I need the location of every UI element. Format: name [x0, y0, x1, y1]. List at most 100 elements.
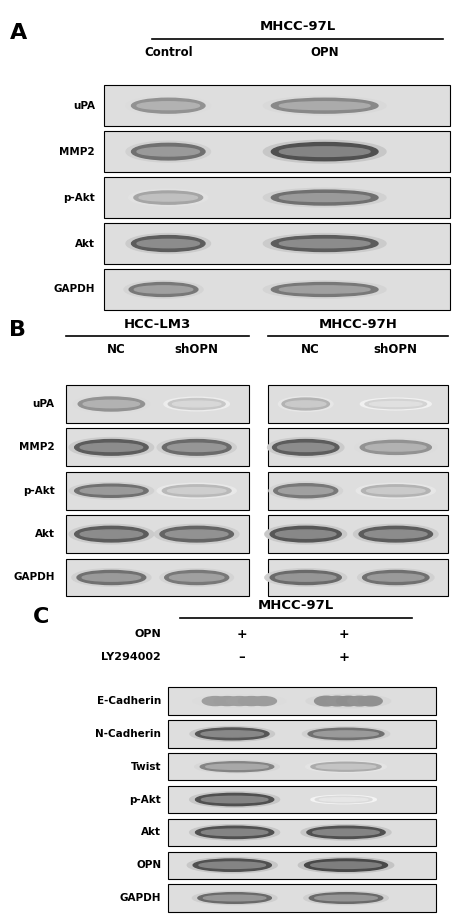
- Ellipse shape: [298, 857, 394, 873]
- Ellipse shape: [69, 437, 154, 457]
- Ellipse shape: [160, 527, 233, 542]
- Ellipse shape: [356, 483, 435, 498]
- Ellipse shape: [269, 482, 343, 500]
- Text: MHCC-97L: MHCC-97L: [258, 599, 334, 612]
- Text: uPA: uPA: [33, 399, 55, 409]
- Ellipse shape: [72, 569, 151, 586]
- Ellipse shape: [315, 796, 372, 803]
- Text: HCC-LM3: HCC-LM3: [124, 318, 191, 331]
- Ellipse shape: [264, 281, 386, 298]
- Ellipse shape: [365, 444, 426, 451]
- Ellipse shape: [326, 697, 349, 706]
- Ellipse shape: [304, 891, 388, 904]
- Ellipse shape: [157, 437, 236, 457]
- Ellipse shape: [271, 235, 378, 252]
- Ellipse shape: [279, 286, 370, 293]
- Ellipse shape: [203, 895, 266, 901]
- Ellipse shape: [265, 569, 346, 586]
- Ellipse shape: [264, 233, 386, 254]
- Ellipse shape: [315, 895, 377, 901]
- Ellipse shape: [83, 401, 140, 408]
- Ellipse shape: [167, 488, 226, 494]
- Ellipse shape: [360, 440, 431, 454]
- Ellipse shape: [162, 439, 231, 455]
- Ellipse shape: [126, 142, 210, 162]
- Ellipse shape: [278, 443, 334, 451]
- Text: p-Akt: p-Akt: [23, 486, 55, 495]
- Ellipse shape: [267, 437, 344, 457]
- Bar: [104, 223, 450, 264]
- Ellipse shape: [195, 793, 274, 806]
- Ellipse shape: [77, 571, 146, 584]
- Ellipse shape: [129, 282, 198, 297]
- Ellipse shape: [279, 239, 370, 248]
- Ellipse shape: [354, 525, 438, 544]
- Text: Akt: Akt: [35, 529, 55, 539]
- Ellipse shape: [167, 443, 226, 451]
- Ellipse shape: [370, 402, 422, 406]
- Ellipse shape: [200, 762, 274, 772]
- Ellipse shape: [69, 482, 154, 499]
- Ellipse shape: [190, 727, 274, 742]
- Ellipse shape: [214, 697, 240, 706]
- Ellipse shape: [271, 190, 378, 205]
- Ellipse shape: [139, 194, 198, 201]
- Bar: [268, 516, 448, 553]
- Ellipse shape: [126, 233, 210, 254]
- Text: p-Akt: p-Akt: [129, 795, 161, 804]
- Ellipse shape: [273, 439, 339, 455]
- Ellipse shape: [275, 530, 336, 539]
- Ellipse shape: [137, 102, 200, 109]
- Ellipse shape: [264, 141, 386, 163]
- Bar: [168, 819, 436, 846]
- Ellipse shape: [357, 569, 434, 586]
- Text: NC: NC: [301, 343, 320, 356]
- Ellipse shape: [271, 98, 378, 113]
- Ellipse shape: [316, 765, 376, 769]
- Ellipse shape: [265, 525, 346, 544]
- Ellipse shape: [275, 573, 336, 581]
- Text: B: B: [9, 320, 27, 340]
- Ellipse shape: [173, 401, 221, 407]
- Ellipse shape: [227, 697, 252, 706]
- Text: +: +: [237, 628, 247, 641]
- Bar: [66, 385, 249, 423]
- Ellipse shape: [162, 485, 231, 496]
- Ellipse shape: [201, 796, 268, 803]
- Ellipse shape: [82, 573, 141, 581]
- Ellipse shape: [279, 397, 333, 412]
- Ellipse shape: [361, 485, 430, 496]
- Text: A: A: [9, 23, 27, 43]
- Ellipse shape: [366, 488, 425, 494]
- Ellipse shape: [201, 829, 268, 835]
- Ellipse shape: [192, 891, 277, 904]
- Ellipse shape: [308, 728, 384, 740]
- Ellipse shape: [238, 697, 264, 706]
- Ellipse shape: [164, 397, 229, 411]
- Bar: [168, 720, 436, 747]
- Text: LY294002: LY294002: [101, 652, 161, 662]
- Ellipse shape: [271, 142, 378, 161]
- Ellipse shape: [306, 761, 386, 772]
- Ellipse shape: [285, 401, 326, 407]
- Text: GAPDH: GAPDH: [13, 573, 55, 583]
- Ellipse shape: [315, 697, 338, 706]
- Ellipse shape: [198, 892, 271, 903]
- Ellipse shape: [368, 573, 424, 581]
- Ellipse shape: [355, 438, 437, 456]
- Bar: [268, 471, 448, 510]
- Ellipse shape: [279, 194, 370, 201]
- Text: GAPDH: GAPDH: [53, 285, 95, 294]
- Ellipse shape: [78, 397, 145, 411]
- Text: +: +: [338, 628, 349, 641]
- Ellipse shape: [131, 235, 205, 252]
- Text: C: C: [33, 607, 50, 627]
- Bar: [66, 516, 249, 553]
- Ellipse shape: [306, 695, 391, 708]
- Ellipse shape: [190, 824, 280, 840]
- Bar: [168, 852, 436, 879]
- Ellipse shape: [365, 400, 427, 409]
- Ellipse shape: [319, 798, 368, 801]
- Text: MMP2: MMP2: [59, 147, 95, 156]
- Ellipse shape: [137, 147, 200, 156]
